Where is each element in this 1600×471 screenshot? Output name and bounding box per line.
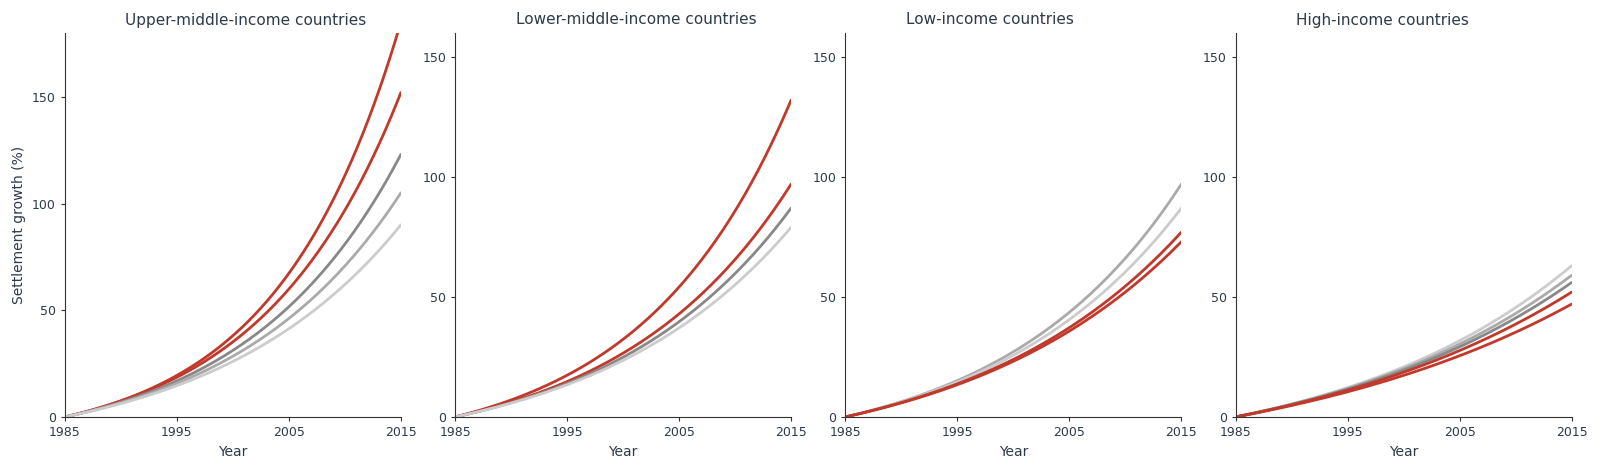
X-axis label: Year: Year	[998, 445, 1029, 458]
Y-axis label: Settlement growth (%): Settlement growth (%)	[13, 146, 27, 304]
X-axis label: Year: Year	[608, 445, 638, 458]
Text: Upper-middle-income countries: Upper-middle-income countries	[125, 13, 366, 27]
X-axis label: Year: Year	[218, 445, 248, 458]
Text: Lower-middle-income countries: Lower-middle-income countries	[515, 13, 757, 27]
Text: Low-income countries: Low-income countries	[906, 13, 1074, 27]
X-axis label: Year: Year	[1389, 445, 1418, 458]
Text: High-income countries: High-income countries	[1296, 13, 1469, 27]
